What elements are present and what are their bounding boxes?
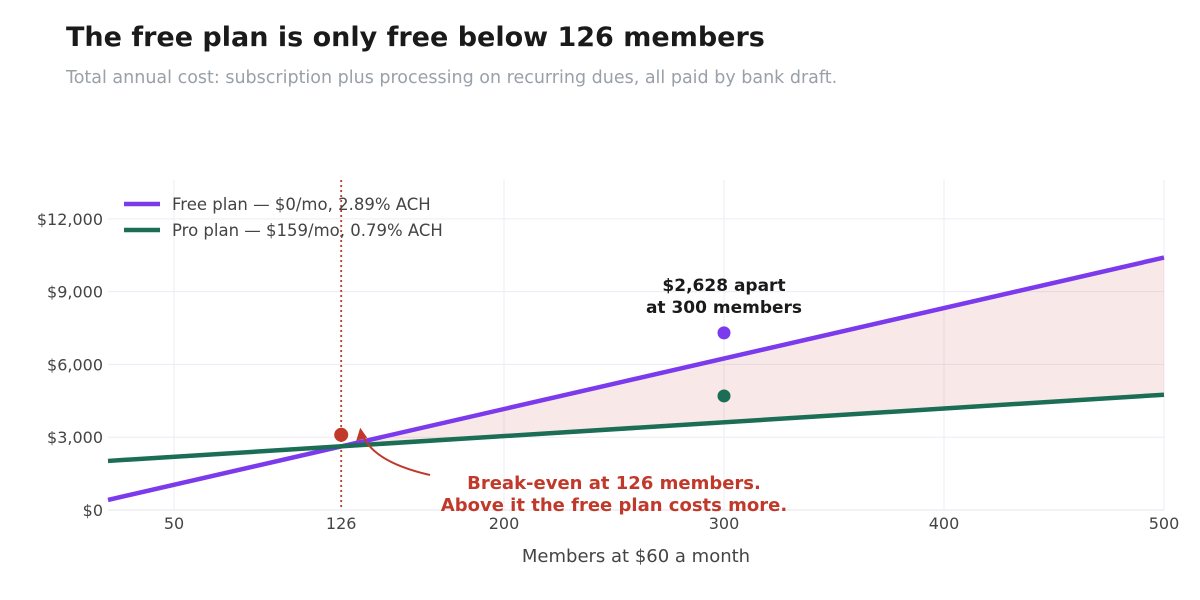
legend-label-pro: Pro plan — $159/mo, 0.79% ACH bbox=[172, 221, 443, 240]
breakeven-note-line1: Break-even at 126 members. bbox=[467, 473, 761, 494]
gridlines bbox=[108, 180, 1165, 511]
free-plan-line bbox=[107, 255, 1165, 503]
chart-subtitle: Total annual cost: subscription plus pro… bbox=[66, 68, 838, 88]
x-tick-label: 126 bbox=[326, 514, 357, 533]
legend-label-free: Free plan — $0/mo, 2.89% ACH bbox=[172, 195, 431, 214]
y-tick-label: $3,000 bbox=[47, 428, 103, 447]
y-tick-label: $6,000 bbox=[47, 355, 103, 374]
axes: 50 126 200 300 400 500 $0 $3,000 $6,000 $9,000 $12… bbox=[37, 210, 1179, 567]
legend: Free plan — $0/mo, 2.89% ACH Pro plan — $… bbox=[124, 195, 443, 240]
x-tick-label: 500 bbox=[1149, 514, 1180, 533]
x-tick-label: 200 bbox=[489, 514, 520, 533]
pro-plan-marker bbox=[717, 389, 731, 403]
gap-label-line1: $2,628 apart bbox=[662, 276, 785, 296]
x-tick-label: 400 bbox=[929, 514, 960, 533]
x-axis-label: Members at $60 a month bbox=[522, 546, 750, 567]
y-tick-label: $12,000 bbox=[37, 210, 103, 229]
breakeven-arrowhead bbox=[356, 427, 368, 441]
plot-area bbox=[108, 180, 1164, 510]
chart-title: The free plan is only free below 126 mem… bbox=[66, 22, 765, 53]
y-tick-label: $0 bbox=[83, 501, 103, 520]
breakeven-marker bbox=[334, 427, 349, 442]
gap-label-line2: at 300 members bbox=[646, 298, 802, 318]
x-tick-label: 50 bbox=[164, 514, 184, 533]
pro-plan-line bbox=[107, 392, 1165, 464]
series-lines bbox=[107, 255, 1165, 503]
data-markers bbox=[334, 326, 731, 442]
x-tick-label: 300 bbox=[709, 514, 740, 533]
free-plan-marker bbox=[717, 326, 731, 340]
y-tick-label: $9,000 bbox=[47, 283, 103, 302]
breakeven-note-line2: Above it the free plan costs more. bbox=[441, 495, 787, 516]
